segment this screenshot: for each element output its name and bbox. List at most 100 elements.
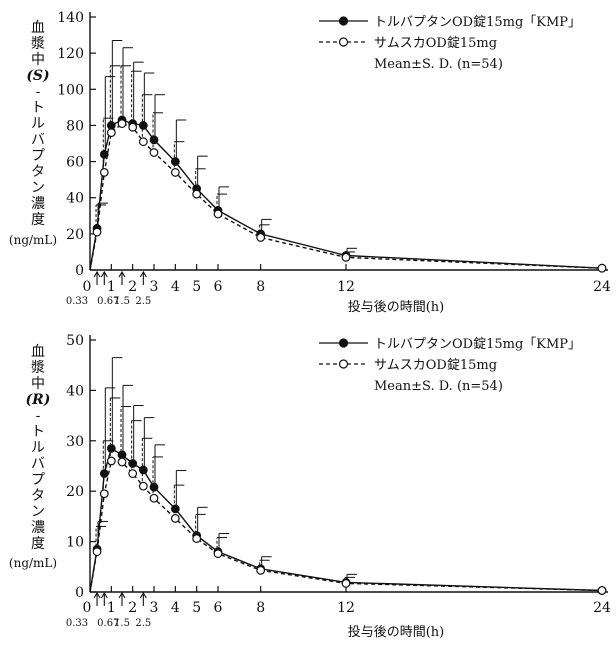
- y-axis-title-char: プ: [31, 472, 45, 488]
- y-tick-label: 30: [66, 434, 84, 450]
- data-point: [341, 579, 351, 588]
- data-point: [128, 122, 138, 132]
- y-axis-title-char: ‐: [36, 408, 41, 424]
- y-tick-label: 50: [66, 333, 84, 349]
- data-point: [341, 252, 351, 262]
- y-axis-title-char: タ: [31, 488, 45, 504]
- data-point: [128, 469, 138, 478]
- data-point: [99, 489, 109, 499]
- y-axis-title-char: (S): [26, 68, 49, 84]
- legend-label: トルバプタンOD錠15mg「KMP」: [374, 15, 581, 30]
- data-point: [597, 586, 607, 595]
- data-point: [138, 465, 148, 475]
- y-axis-title-char: 中: [31, 376, 45, 392]
- legend-label: サムスカOD錠15mg: [374, 36, 497, 51]
- x-tick-label: 5: [192, 600, 201, 616]
- x-axis-title: 投与後の時間(h): [348, 299, 445, 315]
- y-axis-title-char: 漿: [31, 36, 45, 52]
- data-point: [138, 137, 148, 147]
- data-point: [149, 135, 159, 145]
- sampling-time-label: 1.5: [114, 296, 130, 307]
- x-tick-label: 24: [593, 279, 611, 295]
- legend-marker: [338, 16, 349, 26]
- x-tick-label: 12: [337, 279, 355, 295]
- sampling-time-label: 2.5: [135, 618, 151, 629]
- legend-marker: [338, 338, 349, 348]
- x-tick-label: 6: [214, 600, 223, 616]
- y-axis-title-char: 中: [31, 52, 45, 68]
- data-point: [213, 549, 223, 559]
- y-axis-title-char: ン: [31, 504, 45, 520]
- sampling-time-label: 0.67: [97, 618, 119, 629]
- x-tick-label: 6: [214, 279, 223, 295]
- y-axis-title-char: 漿: [31, 360, 45, 376]
- legend-note: Mean±S. D. (n=54): [374, 379, 503, 394]
- data-point: [99, 149, 109, 159]
- sampling-time-label: 0.33: [66, 296, 88, 307]
- data-point: [149, 148, 159, 157]
- data-point: [213, 209, 223, 219]
- data-point: [149, 493, 159, 503]
- y-tick-label: 20: [66, 227, 84, 243]
- data-point: [99, 469, 109, 478]
- x-tick-label: 4: [171, 279, 180, 295]
- y-tick-label: 80: [66, 118, 84, 134]
- series-line-1: [89, 119, 603, 271]
- y-tick-label: 20: [66, 484, 84, 500]
- sampling-arrow-head: [100, 591, 108, 599]
- y-axis-title-char: バ: [31, 132, 45, 148]
- y-axis-title-char: 度: [31, 212, 45, 228]
- y-tick-label: 100: [57, 82, 84, 98]
- y-tick-label: 40: [66, 383, 84, 399]
- data-point: [117, 119, 127, 129]
- data-point: [128, 459, 138, 468]
- data-point: [170, 514, 180, 523]
- series-line-2: [89, 460, 603, 593]
- y-axis-title-char: (R): [26, 392, 51, 408]
- sampling-arrow-head: [93, 591, 101, 599]
- x-tick-label: 1: [107, 279, 116, 295]
- x-tick-label: 1: [107, 600, 116, 616]
- data-point: [138, 121, 148, 130]
- y-axis-title-char: 濃: [31, 520, 45, 536]
- legend-marker: [338, 37, 349, 47]
- data-point: [92, 227, 102, 237]
- x-tick-label: 3: [150, 279, 159, 295]
- y-tick-label: 0: [75, 585, 84, 601]
- y-axis-title-char: 濃: [31, 196, 45, 212]
- y-tick-label: 60: [66, 155, 84, 171]
- data-point: [170, 504, 180, 514]
- y-tick-label: 40: [66, 191, 84, 207]
- x-tick-label: 2: [128, 600, 137, 616]
- data-point: [99, 168, 109, 177]
- sampling-arrow-head: [100, 270, 108, 278]
- x-tick-label: 4: [171, 600, 180, 616]
- data-point: [256, 565, 266, 575]
- data-point: [170, 168, 180, 177]
- sampling-time-label: 2.5: [135, 296, 151, 307]
- sampling-arrow-head: [93, 270, 101, 278]
- data-point: [106, 443, 116, 453]
- y-axis-title-char: ル: [31, 116, 45, 132]
- y-tick-label: 120: [57, 46, 84, 62]
- y-tick-label: 140: [57, 10, 84, 26]
- x-tick-label: 5: [192, 279, 201, 295]
- y-tick-label: 10: [66, 535, 84, 551]
- series-line-1: [89, 447, 603, 593]
- sampling-time-label: 0.33: [66, 618, 88, 629]
- y-axis-title-char: タ: [31, 164, 45, 180]
- data-point: [138, 481, 148, 491]
- y-axis-unit: (ng/mL): [9, 556, 57, 570]
- data-point: [149, 482, 159, 492]
- x-tick-label: 12: [337, 600, 355, 616]
- data-point: [106, 456, 116, 466]
- sampling-arrow-head: [118, 591, 126, 599]
- legend-note: Mean±S. D. (n=54): [374, 57, 503, 72]
- y-axis-unit: (ng/mL): [9, 233, 57, 247]
- series-line-2: [89, 122, 603, 271]
- y-axis-title-char: プ: [31, 148, 45, 164]
- y-axis-title-char: ト: [31, 100, 45, 116]
